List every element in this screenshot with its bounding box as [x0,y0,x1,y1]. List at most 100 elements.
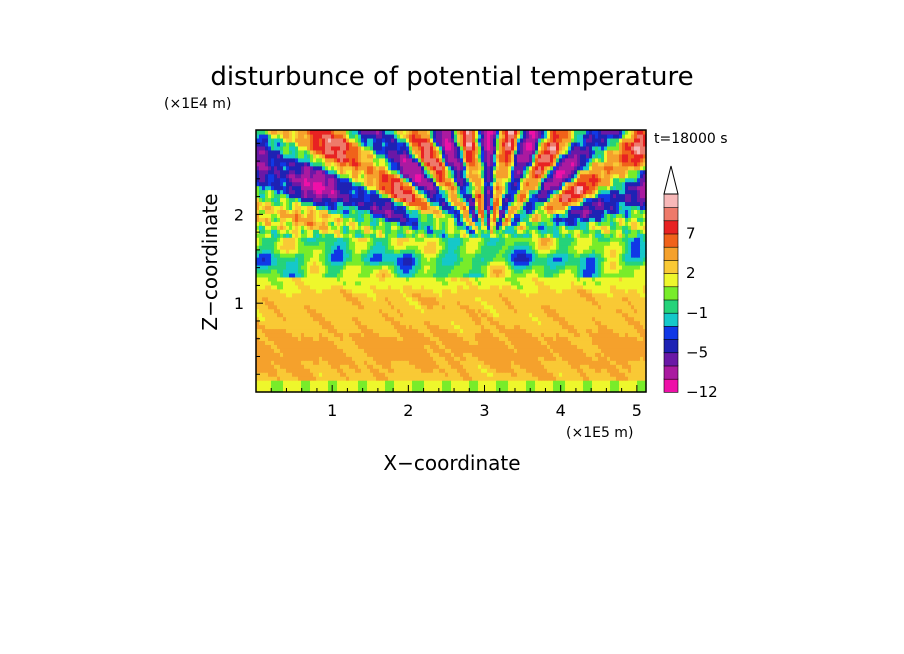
contour-cell [628,368,632,373]
contour-cell [499,380,503,385]
contour-cell [553,324,557,330]
contour-cell [601,312,605,318]
contour-cell [631,364,635,369]
contour-cell [313,344,317,349]
contour-cell [484,360,488,365]
contour-cell [529,344,533,349]
contour-cell [628,344,632,349]
contour-cell [379,380,383,385]
contour-cell [403,328,407,334]
contour-cell [409,348,413,353]
contour-cell [592,388,596,393]
contour-cell [433,316,437,322]
contour-cell [616,312,620,318]
contour-cell [394,380,398,385]
contour-cell [466,364,470,369]
contour-cell [319,308,323,314]
contour-cell [352,360,356,365]
contour-cell [325,360,329,365]
contour-cell [628,384,632,389]
contour-cell [337,368,341,373]
contour-cell [385,328,389,334]
contour-cell [298,340,302,345]
contour-cell [292,316,296,322]
contour-cell [541,320,545,326]
contour-cell [289,352,293,357]
contour-cell [421,328,425,334]
contour-cell [376,384,380,389]
contour-cell [622,372,626,377]
contour-cell [319,336,323,341]
contour-cell [352,388,356,393]
contour-cell [268,320,272,326]
contour-cell [385,316,389,322]
contour-cell [478,312,482,318]
contour-cell [559,356,563,361]
contour-cell [604,320,608,326]
contour-cell [439,372,443,377]
contour-cell [532,344,536,349]
contour-cell [445,356,449,361]
contour-cell [586,384,590,389]
contour-cell [325,312,329,318]
contour-cell [397,328,401,334]
contour-cell [589,328,593,334]
contour-cell [493,328,497,334]
contour-cell [304,332,308,338]
contour-cell [313,324,317,330]
contour-cell [643,324,647,330]
contour-cell [283,344,287,349]
contour-cell [517,312,521,318]
contour-cell [325,352,329,357]
contour-cell [580,316,584,322]
contour-cell [301,376,305,381]
contour-cell [352,344,356,349]
contour-cell [532,376,536,381]
contour-cell [640,364,644,369]
contour-cell [418,332,422,338]
contour-cell [307,352,311,357]
contour-cell [598,376,602,381]
contour-cell [616,384,620,389]
contour-cell [643,360,647,365]
contour-cell [598,360,602,365]
contour-cell [388,308,392,314]
contour-cell [325,384,329,389]
contour-cell [280,356,284,361]
contour-cell [304,308,308,314]
contour-cell [583,352,587,357]
contour-cell [547,328,551,334]
contour-cell [304,372,308,377]
contour-cell [586,340,590,345]
contour-cell [256,340,260,345]
contour-cell [373,320,377,326]
contour-cell [400,384,404,389]
contour-cell [307,316,311,322]
contour-cell [265,316,269,322]
contour-cell [436,336,440,341]
contour-cell [457,364,461,369]
contour-cell [565,344,569,349]
contour-cell [607,348,611,353]
contour-cell [637,376,641,381]
contour-cell [487,312,491,318]
contour-cell [505,332,509,338]
contour-cell [394,364,398,369]
contour-cell [322,356,326,361]
contour-cell [517,328,521,334]
contour-cell [427,388,431,393]
contour-cell [550,312,554,318]
contour-cell [346,336,350,341]
time-label: t=18000 s [654,131,728,147]
contour-cell [316,384,320,389]
contour-cell [313,340,317,345]
contour-cell [616,332,620,338]
contour-cell [334,308,338,314]
contour-cell [475,352,479,357]
contour-cell [322,320,326,326]
contour-cell [607,380,611,385]
contour-cell [577,348,581,353]
contour-cell [508,364,512,369]
contour-cell [277,332,281,338]
contour-cell [337,344,341,349]
